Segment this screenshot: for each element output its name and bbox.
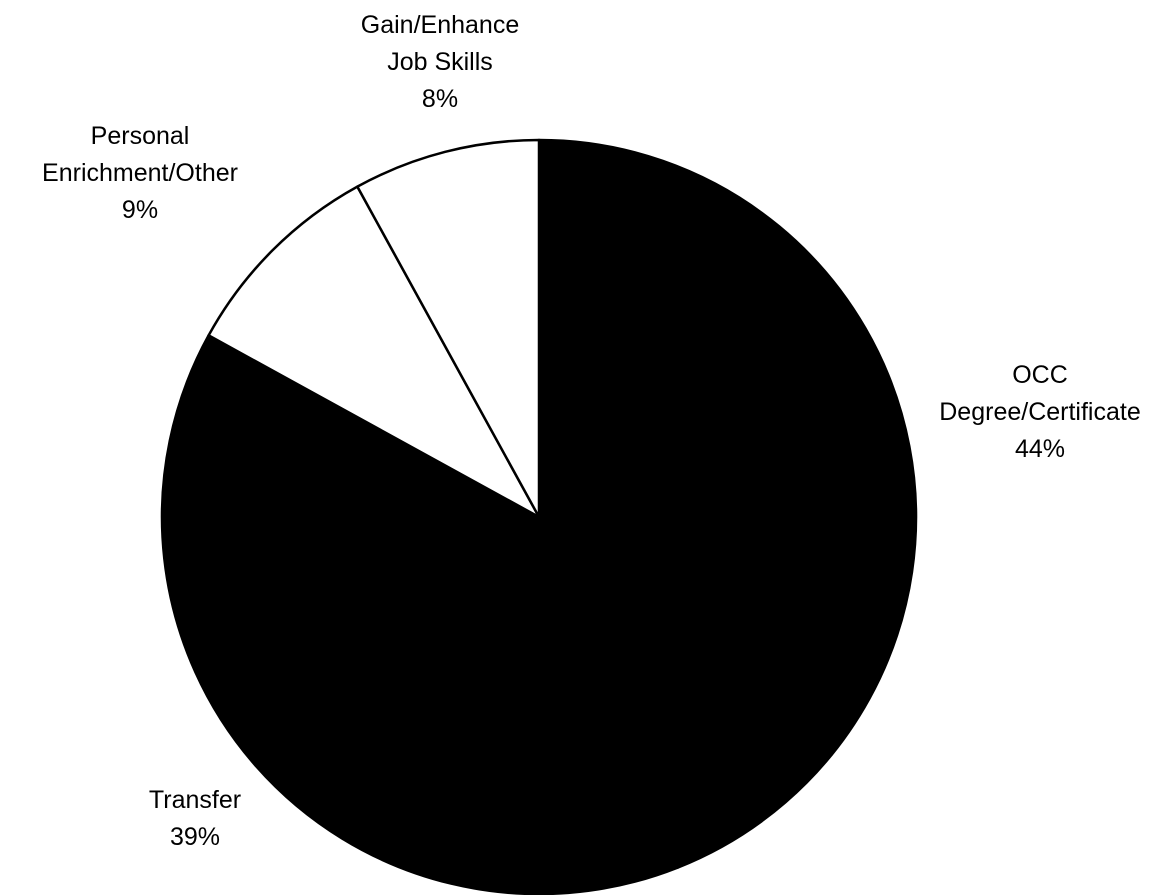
slice-label: Transfer 39% [149, 782, 241, 856]
value-label: 9% [121, 196, 159, 224]
category-label: Personal Enrichment/Other [42, 122, 238, 187]
pie-slice [160, 334, 680, 895]
pie-slice [537, 138, 918, 869]
slice-label: Personal Enrichment/Other 9% [42, 118, 238, 229]
slice-label: Gain/Enhance Job Skills 8% [361, 7, 519, 118]
value-label: 44% [1014, 435, 1066, 463]
pie-slice [356, 138, 541, 519]
category-label: OCC Degree/Certificate [939, 361, 1141, 426]
slice-label: OCC Degree/Certificate 44% [939, 357, 1140, 468]
pie-slice [207, 185, 541, 519]
value-label: 8% [421, 85, 459, 113]
category-label: Gain/Enhance Job Skills [360, 11, 520, 76]
value-label: 39% [169, 823, 221, 851]
category-label: Transfer [148, 786, 242, 814]
